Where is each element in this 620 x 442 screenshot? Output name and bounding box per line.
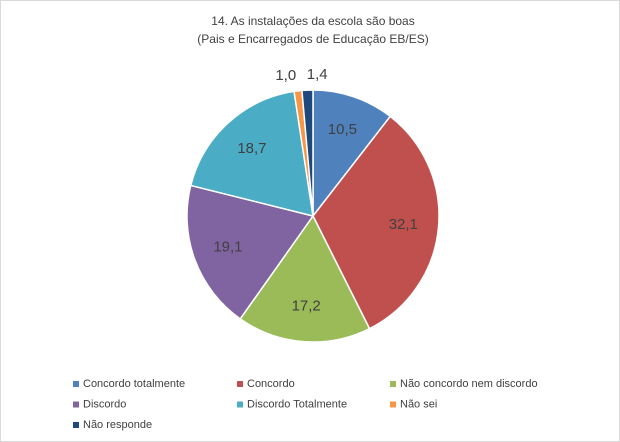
chart-subtitle: (Pais e Encarregados de Educação EB/ES) — [197, 32, 428, 46]
legend-label: Não sei — [400, 398, 437, 410]
legend-swatch — [237, 401, 243, 408]
legend-label: Discordo — [83, 398, 126, 410]
legend-swatch — [237, 381, 243, 387]
legend-label: Não responde — [83, 419, 152, 431]
data-label: 19,1 — [213, 239, 242, 256]
pie-slice — [239, 214, 371, 343]
legend-label: Concordo — [247, 378, 295, 390]
data-label: 18,7 — [237, 140, 266, 157]
legend-swatch — [390, 381, 396, 387]
legend-swatch — [73, 422, 79, 428]
legend-label: Não concordo nem discordo — [400, 378, 538, 390]
data-label: 1,4 — [307, 66, 328, 83]
data-label: 10,5 — [328, 121, 357, 138]
pie-slice — [312, 89, 392, 219]
pie-slice — [186, 184, 315, 320]
pie-slice — [312, 115, 440, 330]
pie-slice — [301, 89, 314, 217]
legend-label: Discordo Totalmente — [247, 398, 347, 410]
data-label: 32,1 — [389, 216, 418, 233]
pie-slice — [189, 90, 314, 218]
legend-label: Concordo totalmente — [83, 378, 185, 390]
legend-swatch — [73, 401, 79, 408]
legend-swatch — [390, 401, 396, 408]
chart-title: 14. As instalações da escola são boas — [211, 14, 414, 28]
data-label: 17,2 — [292, 297, 321, 314]
legend-swatch — [73, 381, 79, 387]
data-label: 1,0 — [275, 67, 296, 84]
